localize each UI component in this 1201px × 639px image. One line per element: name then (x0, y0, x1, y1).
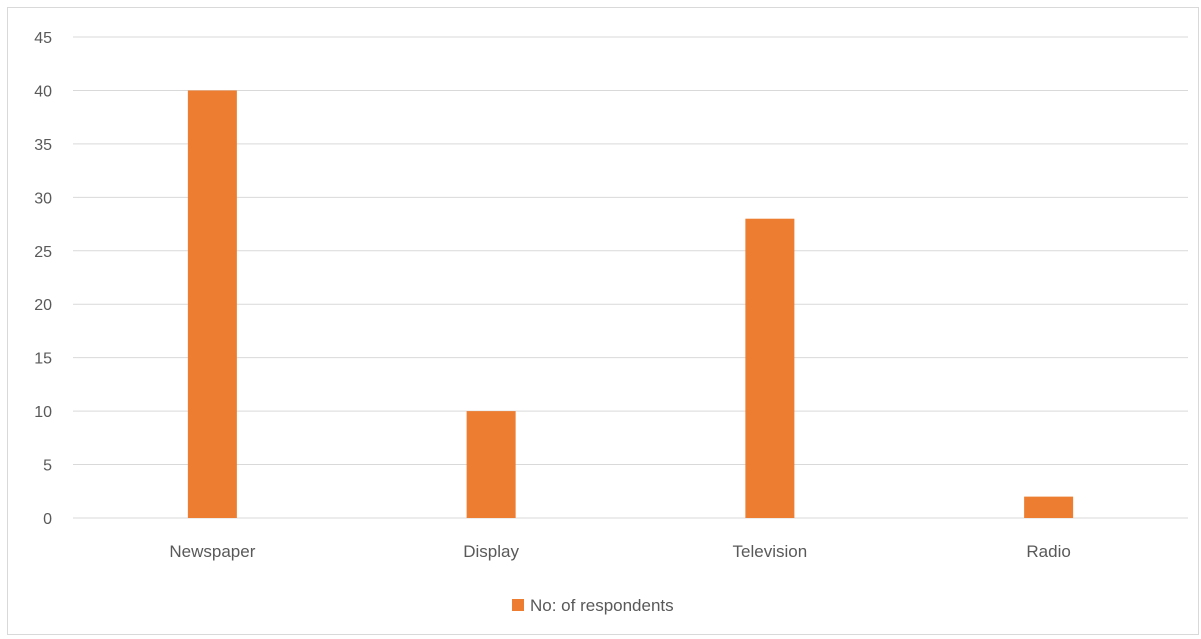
x-category-label: Television (733, 542, 808, 561)
x-category-label: Radio (1026, 542, 1070, 561)
bar-radio (1024, 496, 1074, 518)
y-tick-label: 30 (34, 190, 52, 207)
y-tick-label: 10 (34, 404, 52, 421)
bar-newspaper (187, 90, 237, 518)
x-category-label: Display (463, 542, 519, 561)
y-tick-label: 0 (43, 511, 52, 528)
x-axis-category-labels: Newspaper Display Television Radio (169, 542, 1070, 561)
legend: No: of respondents (512, 596, 674, 615)
y-tick-label: 45 (34, 30, 52, 47)
bar-television (745, 218, 795, 518)
legend-label: No: of respondents (530, 596, 674, 615)
y-axis-tick-labels: 0 5 10 15 20 25 30 35 40 45 (34, 30, 52, 528)
x-category-label: Newspaper (169, 542, 255, 561)
y-tick-label: 20 (34, 297, 52, 314)
y-tick-label: 35 (34, 137, 52, 154)
y-tick-label: 25 (34, 244, 52, 261)
bars (187, 90, 1074, 518)
legend-swatch (512, 599, 524, 611)
y-tick-label: 15 (34, 351, 52, 368)
gridlines (73, 36, 1188, 519)
bar-display (466, 411, 516, 518)
y-tick-label: 40 (34, 83, 52, 100)
y-tick-label: 5 (43, 458, 52, 475)
